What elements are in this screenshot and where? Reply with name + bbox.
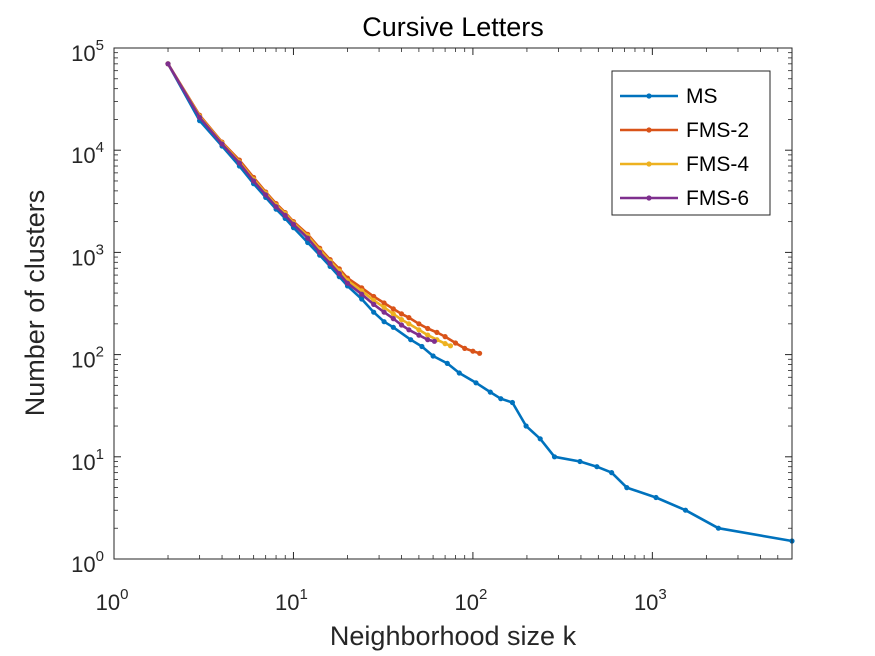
data-point [473, 380, 479, 386]
data-point [381, 300, 387, 306]
data-point [344, 280, 351, 286]
x-tick-label: 103 [634, 586, 667, 615]
data-point [430, 353, 436, 359]
legend-marker [646, 161, 652, 167]
data-point [425, 325, 431, 332]
x-tick-label: 100 [96, 586, 129, 615]
legend-marker [646, 127, 652, 133]
data-point [419, 343, 425, 350]
data-point [398, 322, 405, 328]
data-point [381, 319, 387, 325]
data-point [577, 458, 583, 465]
x-axis-label: Neighborhood size k [330, 621, 577, 651]
data-point [452, 340, 459, 346]
data-point [165, 61, 171, 67]
data-point [416, 321, 422, 327]
series-layer [165, 61, 795, 544]
data-point [305, 235, 311, 241]
data-point [273, 204, 279, 210]
data-point [537, 436, 543, 442]
y-tick-label: 104 [71, 139, 104, 168]
data-point [509, 399, 515, 406]
legend-label: FMS-6 [686, 187, 749, 210]
data-point [390, 324, 396, 330]
data-point [327, 260, 333, 266]
x-tick-label: 102 [454, 586, 487, 615]
data-point [462, 345, 468, 351]
data-point [381, 309, 387, 315]
axes-box [113, 47, 793, 560]
data-point [263, 192, 269, 198]
data-point [442, 334, 448, 340]
data-point [406, 321, 412, 327]
legend-entry: MS [620, 85, 718, 108]
y-tick-label: 105 [71, 37, 104, 66]
data-point [470, 348, 476, 354]
data-point [416, 327, 422, 333]
data-point [390, 311, 396, 317]
ticks-layer: 100 101 102 103 100 101 102 103 104 105 [71, 37, 793, 615]
data-point [359, 296, 365, 302]
data-point [371, 301, 377, 307]
data-point [390, 316, 396, 322]
data-point [715, 525, 722, 531]
data-point [425, 332, 431, 338]
legend-label: MS [686, 85, 718, 108]
data-point [425, 337, 431, 343]
data-point [442, 341, 448, 347]
data-point [431, 338, 437, 344]
legend-label: FMS-4 [686, 153, 749, 176]
axes-layer [113, 47, 793, 560]
data-point [398, 311, 405, 317]
series-fms-6 [165, 61, 437, 344]
data-point [390, 306, 396, 312]
data-point [624, 485, 630, 491]
data-point [444, 360, 450, 366]
data-point [498, 396, 504, 402]
data-point [197, 114, 203, 120]
data-point [408, 337, 414, 343]
y-tick-label: 100 [71, 548, 104, 577]
data-point [406, 327, 412, 333]
data-point [290, 221, 297, 227]
data-point [336, 271, 342, 277]
data-point [594, 464, 600, 470]
data-point [236, 160, 242, 166]
y-tick-label: 101 [71, 446, 104, 475]
legend: MS FMS-2 FMS-4 FMS-6 [611, 70, 771, 216]
data-point [371, 309, 377, 315]
y-tick-label: 103 [71, 241, 104, 270]
data-point [282, 212, 288, 218]
data-point [523, 423, 529, 429]
data-point [251, 178, 257, 184]
legend-entry: FMS-4 [620, 153, 749, 176]
data-point [434, 329, 440, 335]
data-point [416, 332, 422, 338]
legend-marker [646, 93, 652, 99]
data-point [487, 389, 493, 395]
x-tick-label: 101 [275, 586, 308, 615]
data-point [381, 304, 387, 310]
data-point [609, 470, 615, 476]
chart-title: Cursive Letters [362, 12, 544, 42]
data-point [317, 249, 323, 255]
legend-marker [646, 195, 652, 201]
data-point [219, 141, 225, 147]
legend-entry: FMS-6 [620, 187, 749, 210]
legend-label: FMS-2 [686, 119, 749, 142]
data-point [653, 494, 659, 501]
data-point [359, 291, 365, 297]
legend-entry: FMS-2 [620, 119, 749, 142]
data-point [551, 454, 558, 460]
data-point [456, 370, 462, 376]
data-point [477, 350, 483, 356]
data-point [406, 315, 412, 321]
y-tick-label: 102 [71, 344, 104, 373]
data-point [682, 507, 689, 513]
data-point [447, 343, 454, 349]
y-axis-label: Number of clusters [20, 190, 50, 417]
data-point [398, 317, 405, 323]
